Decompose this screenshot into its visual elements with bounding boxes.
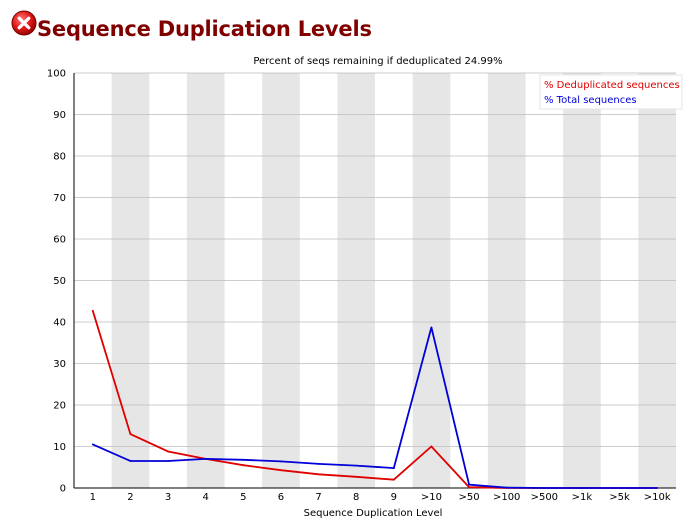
data-point: [430, 326, 433, 329]
x-tick-label: >1k: [572, 492, 593, 503]
y-tick-label: 90: [53, 110, 66, 121]
data-point: [430, 445, 433, 448]
data-point: [129, 460, 132, 462]
x-axis-label: Sequence Duplication Level: [304, 508, 443, 519]
y-tick-label: 0: [60, 484, 66, 495]
x-tick-label: 8: [353, 492, 359, 503]
x-tick-label: >10: [421, 492, 442, 503]
legend-box: [539, 74, 683, 110]
data-point: [280, 469, 282, 472]
x-tick-label: >100: [493, 492, 520, 503]
data-point: [392, 478, 395, 481]
x-tick-label: 5: [240, 492, 246, 503]
page-title: Sequence Duplication Levels: [37, 17, 372, 41]
x-tick-label: 9: [391, 492, 397, 503]
data-point: [91, 443, 94, 446]
chart-legend: % Deduplicated sequences % Total sequence…: [539, 74, 683, 110]
legend-entry: % Total sequences: [544, 95, 637, 106]
data-point: [468, 483, 470, 486]
y-tick-label: 10: [53, 442, 66, 453]
data-point: [280, 460, 282, 463]
data-point: [317, 473, 320, 476]
x-tick-label: 7: [315, 492, 321, 503]
y-tick-label: 80: [53, 152, 66, 163]
data-point: [355, 475, 358, 478]
chart-title: Percent of seqs remaining if deduplicate…: [253, 56, 502, 67]
y-tick-label: 60: [53, 235, 66, 246]
x-tick-label: >10k: [644, 492, 671, 503]
x-tick-label: 4: [203, 492, 209, 503]
y-tick-label: 30: [53, 359, 66, 370]
data-point: [392, 467, 395, 469]
x-tick-label: 3: [165, 492, 171, 503]
data-point: [91, 309, 94, 312]
data-point: [543, 487, 546, 489]
data-point: [167, 460, 169, 462]
x-tick-label: 6: [278, 492, 284, 503]
data-point: [656, 487, 659, 489]
data-point: [242, 464, 245, 467]
data-point: [505, 486, 508, 489]
y-tick-label: 20: [53, 401, 66, 412]
x-tick-label: 1: [90, 492, 96, 503]
data-point: [204, 458, 207, 460]
y-tick-label: 50: [53, 276, 66, 287]
data-point: [129, 433, 132, 435]
data-point: [242, 458, 245, 461]
data-point: [618, 487, 621, 489]
y-tick-label: 100: [47, 69, 66, 80]
y-tick-label: 70: [53, 193, 66, 204]
x-tick-label: >50: [459, 492, 480, 503]
x-tick-label: 2: [127, 492, 133, 503]
data-point: [468, 486, 470, 489]
y-tick-label: 40: [53, 318, 66, 329]
legend-entry: % Deduplicated sequences: [544, 80, 680, 91]
series-line-2: [92, 327, 658, 489]
x-tick-label: >5k: [609, 492, 630, 503]
fail-icon: [11, 10, 37, 36]
data-point: [317, 463, 320, 465]
x-tick-label: >500: [531, 492, 558, 503]
data-point: [167, 450, 169, 453]
data-point: [355, 464, 358, 467]
data-point: [581, 487, 583, 489]
